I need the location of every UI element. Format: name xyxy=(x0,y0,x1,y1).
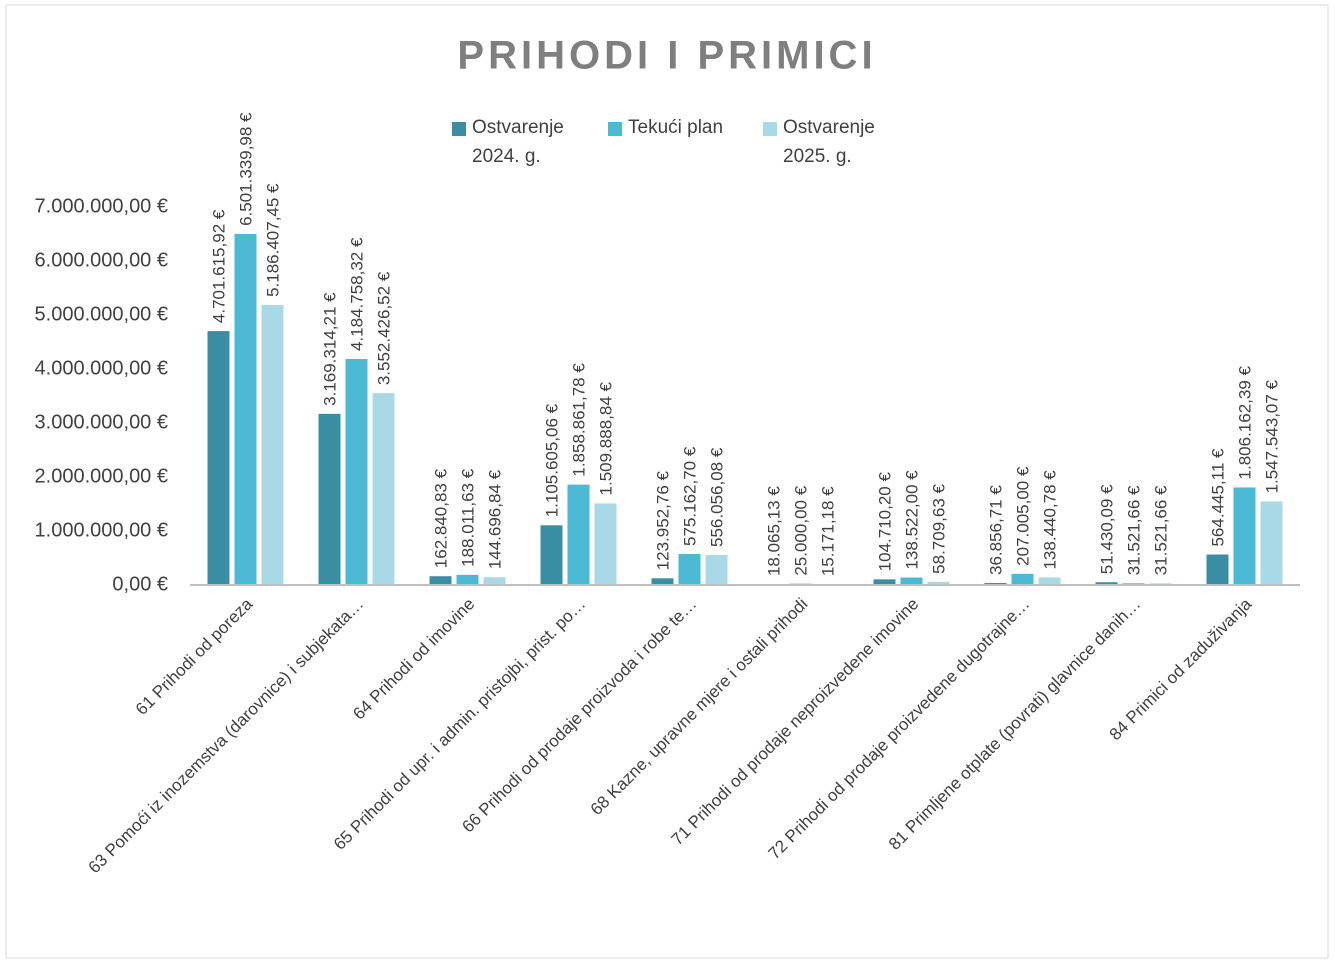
data-label: 4.184.758,32 € xyxy=(348,237,367,351)
legend-swatch xyxy=(763,122,777,136)
data-label: 18.065,13 € xyxy=(765,486,784,576)
bar xyxy=(483,577,506,585)
bar xyxy=(1011,573,1034,585)
bar xyxy=(345,359,368,585)
data-label: 36.856,71 € xyxy=(987,485,1006,575)
data-label: 15.171,18 € xyxy=(819,486,838,576)
bar xyxy=(705,554,728,585)
y-tick-label: 6.000.000,00 € xyxy=(35,249,168,271)
bar xyxy=(456,574,479,585)
data-label: 3.552.426,52 € xyxy=(375,271,394,385)
data-label: 3.169.314,21 € xyxy=(321,292,340,406)
bar xyxy=(1038,577,1061,585)
y-tick-label: 3.000.000,00 € xyxy=(35,411,168,433)
x-tick-label: 66 Prihodi od prodaje proizvoda i robe t… xyxy=(458,594,700,836)
data-label: 31.521,66 € xyxy=(1125,485,1144,575)
bar xyxy=(429,576,452,585)
bar xyxy=(873,579,896,585)
data-label: 1.105.605,06 € xyxy=(543,403,562,517)
data-label: 5.186.407,45 € xyxy=(264,183,283,297)
bar xyxy=(567,484,590,585)
data-label: 25.000,00 € xyxy=(792,485,811,575)
data-label: 4.701.615,92 € xyxy=(210,209,229,323)
x-tick-label: 68 Kazne, upravne mjere i ostali prihodi xyxy=(587,594,812,819)
bar xyxy=(1095,582,1118,585)
data-label: 58.709,63 € xyxy=(930,483,949,573)
bar xyxy=(678,553,701,585)
legend-label: Ostvarenje 2025. g. xyxy=(783,117,875,167)
x-tick-label: 65 Prihodi od upr. i admin. pristojbi, p… xyxy=(330,594,589,853)
data-label: 1.509.888,84 € xyxy=(597,381,616,495)
chart-title: PRIHODI I PRIMICI xyxy=(457,34,876,78)
bar xyxy=(318,413,341,585)
x-tick-label: 71 Prihodi od prodaje neproizvedene imov… xyxy=(668,594,923,849)
bar xyxy=(1206,554,1229,585)
data-label: 575.162,70 € xyxy=(681,446,700,546)
data-label: 51.430,09 € xyxy=(1098,484,1117,574)
y-tick-label: 0,00 € xyxy=(112,573,168,595)
bar xyxy=(594,503,617,585)
x-tick-label: 64 Prihodi od imovine xyxy=(349,594,478,723)
bar xyxy=(372,393,395,585)
legend-swatch xyxy=(608,122,622,136)
legend-item: Ostvarenje 2024. g. xyxy=(452,117,590,171)
bar xyxy=(900,577,923,585)
bar xyxy=(927,581,950,585)
data-label: 138.522,00 € xyxy=(903,470,922,570)
data-label: 6.501.339,98 € xyxy=(237,112,256,226)
legend-label: Tekući plan xyxy=(628,117,724,138)
legend-label: Ostvarenje 2024. g. xyxy=(472,117,564,167)
data-label: 556.056,08 € xyxy=(708,447,727,547)
data-label: 564.445,11 € xyxy=(1209,448,1228,547)
data-label: 188.011,63 € xyxy=(459,468,478,567)
x-tick-label: 72 Prihodi od prodaje proizvedene dugotr… xyxy=(765,594,1034,863)
data-label: 162.840,83 € xyxy=(432,468,451,568)
legend-item: Tekući plan xyxy=(608,117,746,142)
bar xyxy=(1233,487,1256,585)
y-tick-label: 2.000.000,00 € xyxy=(35,465,168,487)
y-tick-label: 4.000.000,00 € xyxy=(35,357,168,379)
y-tick-label: 1.000.000,00 € xyxy=(35,519,168,541)
data-label: 1.806.162,39 € xyxy=(1236,365,1255,479)
data-label: 144.696,84 € xyxy=(486,469,505,569)
data-label: 1.547.543,07 € xyxy=(1263,379,1282,493)
x-tick-label: 81 Primljene otplate (povrati) glavnice … xyxy=(885,594,1144,853)
bar xyxy=(540,525,563,585)
bar xyxy=(207,331,230,585)
bar xyxy=(1260,501,1283,585)
bar xyxy=(651,578,674,585)
bar xyxy=(261,304,284,585)
chart-border xyxy=(5,4,1329,959)
x-tick-label: 61 Prihodi od poreza xyxy=(132,594,257,719)
bar xyxy=(234,233,257,585)
y-tick-label: 5.000.000,00 € xyxy=(35,303,168,325)
y-tick-label: 7.000.000,00 € xyxy=(35,195,168,217)
data-label: 31.521,66 € xyxy=(1152,485,1171,575)
data-label: 207.005,00 € xyxy=(1014,466,1033,566)
legend-swatch xyxy=(452,122,466,136)
data-label: 138.440,78 € xyxy=(1041,470,1060,570)
data-label: 123.952,76 € xyxy=(654,471,673,571)
legend-item: Ostvarenje 2025. g. xyxy=(763,117,901,171)
data-label: 1.858.861,78 € xyxy=(570,363,589,477)
data-label: 104.710,20 € xyxy=(876,472,895,572)
